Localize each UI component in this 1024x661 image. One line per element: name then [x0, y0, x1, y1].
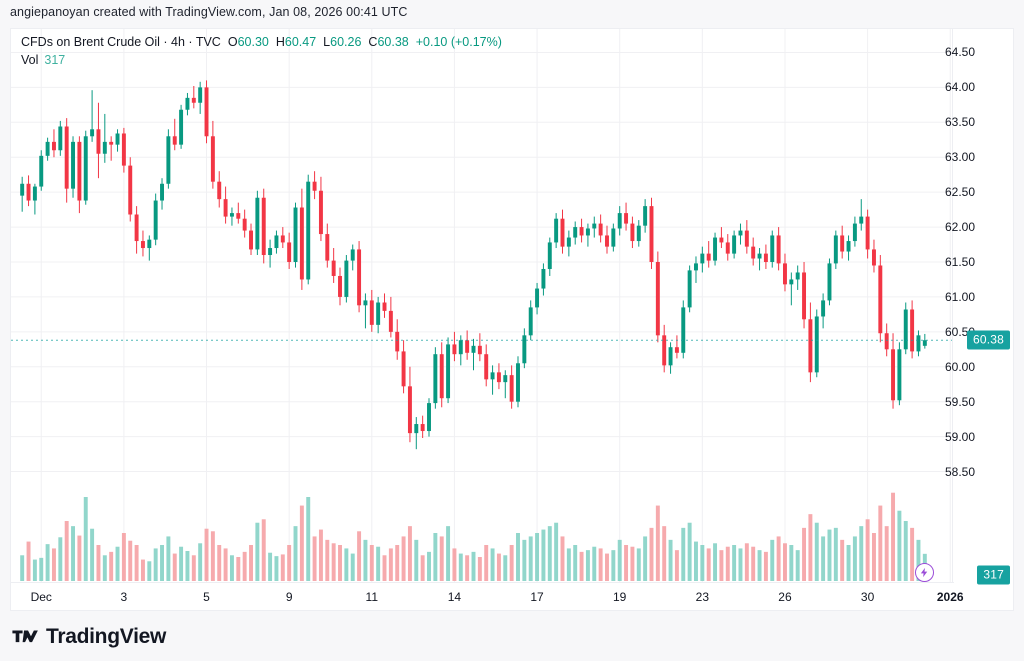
price-tick: 60.00: [944, 359, 975, 374]
time-tick: 23: [695, 590, 710, 604]
time-tick: 9: [285, 590, 293, 604]
lightning-bolt-icon[interactable]: [915, 563, 935, 582]
price-tick: 63.50: [944, 115, 975, 130]
tradingview-logo-icon: [12, 630, 38, 643]
current-price-badge[interactable]: 60.38: [966, 330, 1010, 350]
tradingview-logo: TradingView: [12, 625, 166, 649]
tradingview-wordmark: TradingView: [46, 625, 167, 648]
time-tick: 5: [203, 590, 210, 604]
time-tick: 19: [613, 590, 627, 604]
time-tick: 26: [778, 590, 792, 604]
price-tick: 63.00: [944, 150, 975, 165]
chart-panel: CFDs on Brent Crude Oil · 4h · TVC O60.30…: [10, 28, 1014, 611]
time-tick: 17: [530, 590, 544, 604]
lightning-bolt-glyph: [921, 567, 928, 578]
time-tick: 30: [860, 590, 875, 604]
time-tick: Dec: [30, 590, 52, 604]
price-tick: 64.00: [944, 80, 975, 95]
candlestick-plot: [11, 29, 954, 583]
time-tick: 14: [447, 590, 462, 604]
price-tick: 62.50: [944, 185, 975, 200]
time-tick: 3: [120, 590, 128, 604]
price-tick: 58.50: [944, 464, 975, 479]
plot-area[interactable]: [11, 29, 954, 583]
price-tick: 61.50: [944, 255, 975, 269]
price-tick: 62.00: [944, 220, 975, 235]
price-tick: 59.00: [944, 429, 975, 444]
time-scale[interactable]: Dec35911141719232630202668: [11, 582, 964, 610]
price-tick: 64.50: [944, 45, 975, 60]
volume-badge[interactable]: 317: [977, 565, 1010, 585]
price-tick: 59.50: [944, 394, 975, 409]
time-tick: 2026: [936, 590, 964, 604]
price-scale[interactable]: 64.50 64.00 63.50 63.00 62.50 62.00 61.50 61.00…: [945, 29, 1013, 585]
price-tick: 61.00: [944, 289, 975, 304]
time-tick: 11: [365, 590, 379, 604]
attribution-text: angiepanoyan created with TradingView.co…: [10, 5, 408, 19]
